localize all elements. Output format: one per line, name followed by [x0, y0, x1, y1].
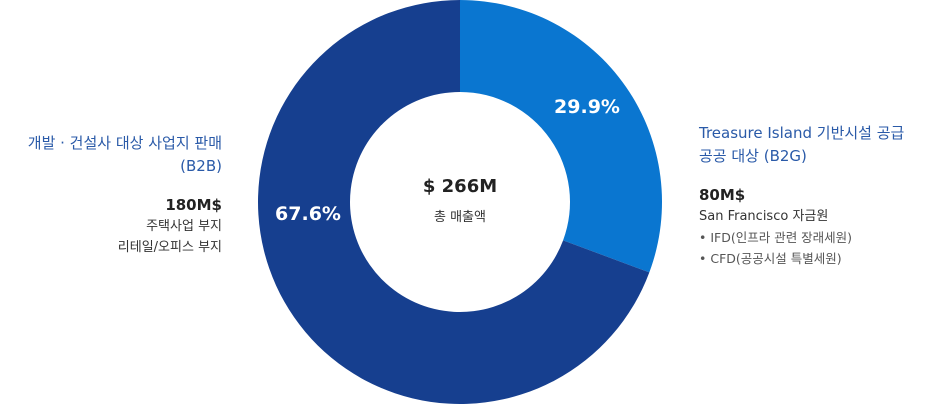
b2g-bullet-2: CFD(공공시설 특별세원) [699, 248, 935, 269]
b2b-amount: 180M$ [165, 196, 222, 214]
center-label: 총 매출액 [434, 210, 486, 225]
slice-label-b2g: 29.9% [554, 96, 620, 118]
b2b-desc-2: 리테일/오피스 부지 [117, 240, 222, 255]
b2b-title-line1: 개발 · 건설사 대상 사업지 판매 [27, 134, 222, 152]
b2g-amount: 80M$ [699, 186, 746, 204]
donut-slices [258, 0, 662, 404]
center-total: $ 266M [423, 176, 497, 197]
b2g-desc: San Francisco 자금원 [699, 209, 829, 224]
b2b-desc-1: 주택사업 부지 [146, 219, 222, 234]
b2g-bullet-1: IFD(인프라 관련 장래세원) [699, 227, 935, 248]
b2b-description: 개발 · 건설사 대상 사업지 판매 (B2B) 180M$ 주택사업 부지 리… [0, 132, 222, 258]
b2g-title-line2: 공공 대상 (B2G) [699, 147, 807, 165]
b2b-title-line2: (B2B) [180, 157, 222, 175]
slice-b2b [258, 0, 650, 404]
slice-label-b2b: 67.6% [275, 203, 341, 225]
b2g-description: Treasure Island 기반시설 공급 공공 대상 (B2G) 80M$… [699, 122, 935, 269]
slice-b2g [460, 0, 662, 273]
b2g-title-line1: Treasure Island 기반시설 공급 [699, 124, 905, 142]
